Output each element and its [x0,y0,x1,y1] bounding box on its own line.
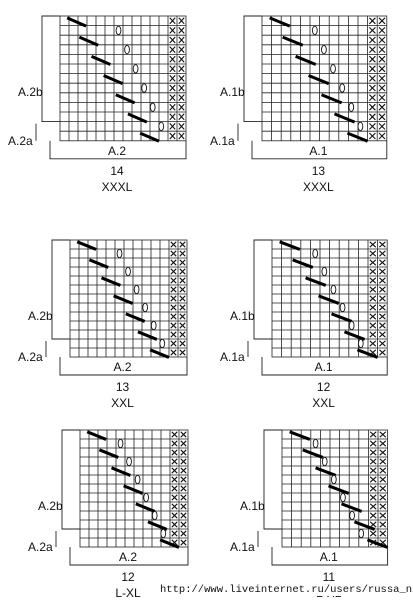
chart-grid [59,15,187,142]
part-total-label: A.2 [113,360,131,374]
cross-stitch-column [369,431,387,546]
yarn-over-marks [312,438,365,539]
decrease-stitches [269,16,369,143]
chart-3: A.2b A.2a A.2 13 XXL [18,239,188,410]
part-total-label: A.1 [315,360,333,374]
part-bottom-label: A.1a [230,540,255,554]
part-bottom-label: A.1a [220,350,245,364]
cross-stitch-column [369,241,386,356]
part-bottom-label: A.2a [28,540,53,554]
part-top-label: A.1b [240,499,265,513]
stitch-count: 13 [116,380,130,394]
cross-stitch-column [369,17,386,140]
yarn-over-marks [116,248,166,349]
decrease-stitches [66,16,160,143]
part-total-label: A.2 [119,550,137,564]
chart-4: A.1b A.1a A.1 12 XXL [220,239,388,410]
source-url[interactable]: http://www.liveinternet.ru/users/russa_n… [160,584,413,596]
chart-grid [69,239,188,358]
cross-stitch-column [171,431,187,546]
stitch-count: 13 [312,164,326,178]
part-bottom-label: A.2a [8,134,33,148]
yarn-over-marks [311,25,364,132]
stitch-count: 12 [121,570,135,584]
part-bottom-label: A.1a [210,134,235,148]
chart-grid [271,239,388,358]
yarn-over-marks [117,438,167,539]
chart-5: A.2b A.2a A.2 12 L-XL [28,429,189,600]
repeat-brackets [237,15,388,160]
part-total-label: A.1 [320,550,338,564]
part-bottom-label: A.2a [18,350,43,364]
decrease-stitches [279,240,379,359]
yarn-over-marks [115,25,165,132]
size-label: L-XL [115,586,141,600]
part-total-label: A.2 [108,144,126,158]
part-total-label: A.1 [309,144,327,158]
size-label: XXL [312,396,335,410]
part-top-label: A.2b [38,499,63,513]
size-label: XXXL [303,180,334,194]
chart-6: A.1bA.1aA.111L-XL [230,429,389,600]
stitch-count: 14 [110,164,124,178]
decrease-stitches [86,430,180,549]
repeat-brackets [55,429,189,566]
chart-grid [261,15,388,142]
chart-1: A.2b A.2a A.2 14 XXXL [8,15,187,194]
size-label: XXL [111,396,134,410]
chart-2: A.1b A.1a A.1 13 XXXL [210,15,388,194]
stitch-count: 12 [317,380,331,394]
yarn-over-marks [312,248,364,349]
part-top-label: A.1b [230,309,255,323]
decrease-stitches [289,430,389,549]
cross-stitch-column [169,17,185,140]
part-top-label: A.2b [28,309,53,323]
stitch-count: 11 [323,570,336,584]
cross-stitch-column [170,241,186,356]
part-top-label: A.2b [18,85,43,99]
repeat-brackets [257,429,389,566]
repeat-brackets [45,239,188,376]
repeat-brackets [35,15,187,160]
decrease-stitches [76,240,170,359]
size-label: XXXL [102,180,133,194]
part-top-label: A.1b [220,85,245,99]
repeat-brackets [247,239,388,376]
